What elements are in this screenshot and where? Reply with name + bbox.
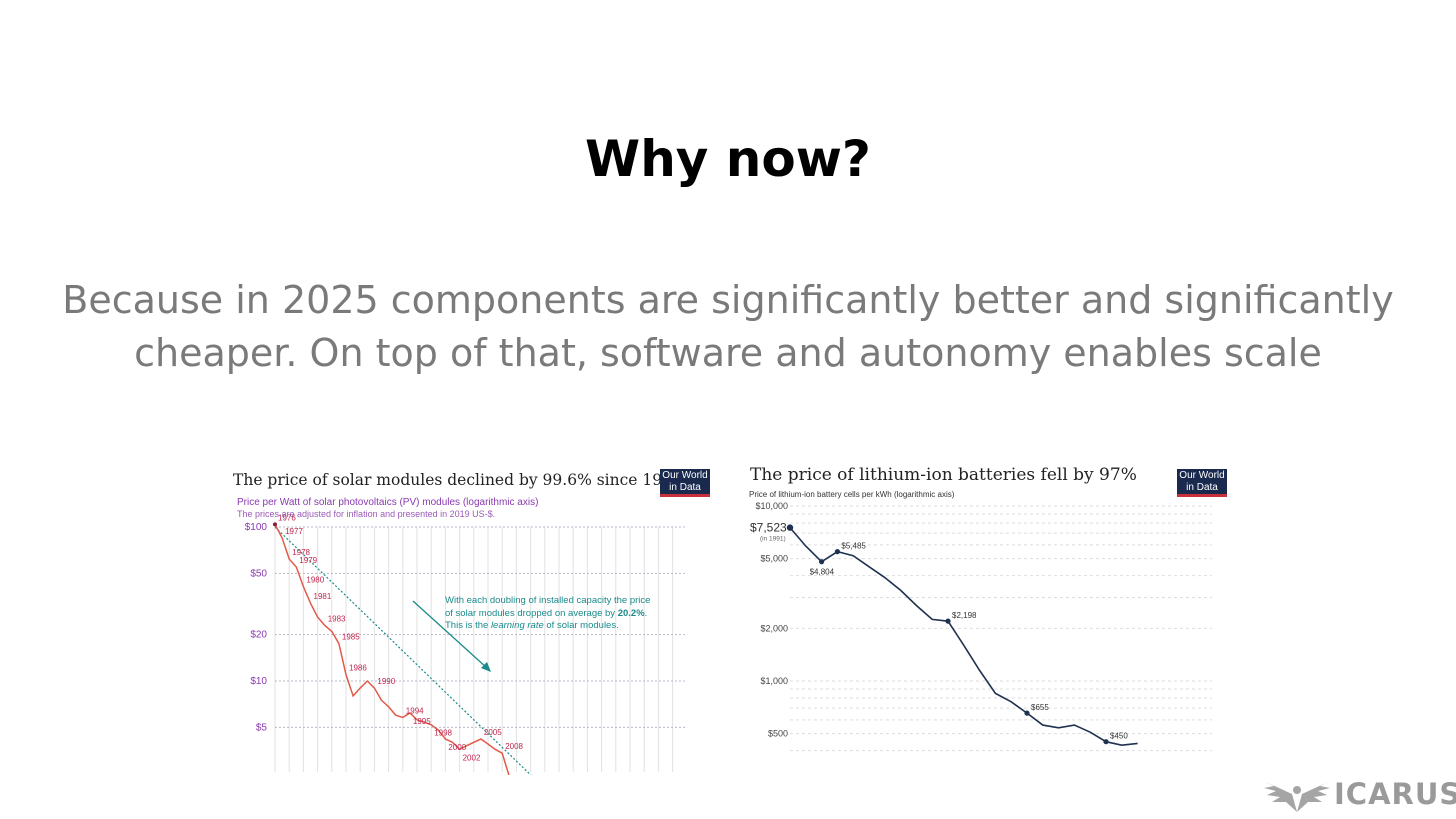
learning-rate-annotation: With each doubling of installed capacity…: [445, 595, 650, 633]
data-point: [819, 559, 825, 565]
series-line: [274, 524, 510, 775]
point-label: 1986: [349, 664, 367, 673]
point-label: 2008: [505, 742, 523, 751]
annotation-text: This is the: [445, 620, 491, 631]
point-label: $2,198: [952, 611, 977, 620]
point-label: 1985: [342, 633, 360, 642]
trend-line: [274, 526, 532, 775]
first-point-label: $7,523: [750, 521, 787, 535]
solar-chart-note: The prices are adjusted for inflation an…: [237, 509, 496, 519]
brand-name: ICARUS: [1334, 777, 1456, 811]
annotation-text: .: [644, 607, 648, 619]
point-label: 1995: [413, 717, 431, 726]
y-tick-label: $5,000: [760, 554, 788, 564]
y-tick-label: $5: [256, 722, 268, 733]
annotation-line-2: of solar modules dropped on average by 2…: [445, 608, 650, 621]
point-label: 1978: [292, 548, 310, 557]
point-label: 1990: [377, 677, 395, 686]
data-point: [834, 549, 840, 555]
owid-logo-line1: Our World: [662, 470, 708, 481]
winged-logo-icon: [1264, 782, 1330, 812]
data-point: [273, 522, 277, 527]
data-point: [945, 618, 951, 624]
series-line: [789, 527, 1138, 746]
owid-logo: Our World in Data: [660, 469, 710, 497]
subtitle-line-1: Because in 2025 components are significa…: [62, 278, 1394, 322]
point-label: $655: [1031, 703, 1049, 712]
point-label: 1994: [406, 706, 424, 715]
owid-logo-line1: Our World: [1179, 470, 1225, 481]
point-label: 1979: [299, 556, 317, 565]
subtitle-line-2: cheaper. On top of that, software and au…: [134, 331, 1322, 375]
y-tick-label: $20: [250, 630, 267, 641]
annotation-italic: learning rate: [490, 620, 544, 631]
data-point: [1024, 710, 1030, 716]
point-label: $4,804: [810, 568, 835, 577]
data-point: [1103, 739, 1109, 745]
battery-price-chart: $10,000 $5,000 $2,000 $1,000 $500 $7,523 (in 1…: [742, 460, 1227, 775]
point-label: $5,485: [841, 542, 866, 551]
point-label: 1976: [278, 513, 296, 522]
y-tick-label: $50: [250, 568, 267, 579]
y-tick-label: $500: [768, 729, 788, 739]
point-label: 1983: [328, 614, 346, 623]
point-label: 1981: [314, 592, 332, 601]
solar-chart-subtitle: Price per Watt of solar photovoltaics (P…: [237, 497, 539, 508]
annotation-arrow-line: [412, 600, 488, 669]
solar-chart-title: The price of solar modules declined by 9…: [233, 471, 682, 489]
battery-chart-subtitle: Price of lithium-ion battery cells per k…: [749, 490, 955, 499]
battery-chart-title: The price of lithium-ion batteries fell …: [750, 465, 1137, 485]
battery-chart-plot: $10,000 $5,000 $2,000 $1,000 $500 $7,523(in 1…: [750, 501, 1212, 752]
point-label: 2002: [463, 753, 481, 762]
brand-logo: ICARUS: [1262, 772, 1456, 816]
point-label: $450: [1110, 732, 1128, 741]
point-label: 2005: [484, 728, 502, 737]
y-tick-label: $100: [245, 522, 268, 533]
y-tick-label: $2,000: [760, 623, 788, 633]
first-point-sublabel: (in 1991): [760, 536, 786, 543]
owid-logo: Our World in Data: [1177, 469, 1227, 497]
annotation-text: of solar modules dropped on average by: [445, 607, 618, 619]
annotation-line-3: This is the learning rate of solar modul…: [445, 620, 650, 633]
point-label: 2000: [448, 743, 466, 752]
y-tick-label: $10,000: [755, 501, 788, 511]
slide-title: Why now?: [585, 130, 871, 188]
y-tick-label: $10: [250, 676, 267, 687]
slide-subtitle: Because in 2025 components are significa…: [0, 274, 1456, 380]
annotation-line-1: With each doubling of installed capacity…: [445, 595, 651, 606]
owid-logo-line2: in Data: [669, 482, 701, 493]
annotation-arrow-head: [481, 662, 491, 672]
owid-logo-line2: in Data: [1186, 482, 1218, 493]
annotation-text: of solar modules.: [543, 620, 619, 631]
point-label: 1998: [434, 729, 452, 738]
point-label: 1980: [306, 576, 324, 585]
solar-price-chart: $100 $50 $20 $10 $5 1976 1977 1978 1979 1980 1981 1…: [225, 460, 715, 775]
data-point: [786, 524, 794, 531]
y-tick-label: $1,000: [760, 676, 788, 686]
annotation-bold: 20.2%: [617, 607, 645, 619]
point-label: 1977: [285, 527, 303, 536]
